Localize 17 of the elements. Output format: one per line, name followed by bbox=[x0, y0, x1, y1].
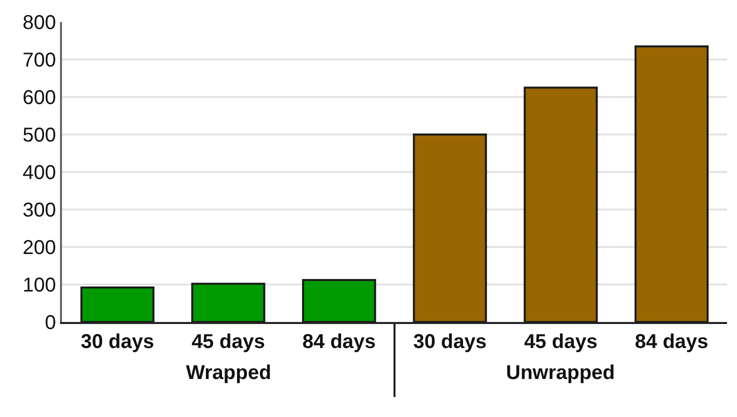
y-tick-label: 500 bbox=[22, 124, 56, 146]
y-tick-label: 200 bbox=[22, 237, 56, 259]
text: Wrapped bbox=[186, 362, 272, 384]
y-tick-label: 800 bbox=[22, 12, 56, 34]
x-tick-label: 30 days bbox=[413, 331, 487, 353]
y-tick-label: 400 bbox=[22, 162, 56, 184]
y-tick-label: 300 bbox=[22, 200, 56, 222]
x-tick-label: 45 days bbox=[192, 331, 265, 353]
x-tick-label: 30 days bbox=[80, 331, 154, 353]
text: Unwrapped bbox=[506, 362, 615, 384]
y-tick-label: 100 bbox=[22, 274, 56, 296]
y-tick-label: 700 bbox=[22, 50, 56, 72]
y-tick-label: 0 bbox=[44, 312, 56, 334]
x-tick-label: 84 days bbox=[302, 331, 376, 353]
x-tick-label: 84 days bbox=[634, 331, 708, 353]
y-tick-label: 600 bbox=[22, 87, 56, 109]
x-tick-label: 45 days bbox=[524, 331, 598, 353]
